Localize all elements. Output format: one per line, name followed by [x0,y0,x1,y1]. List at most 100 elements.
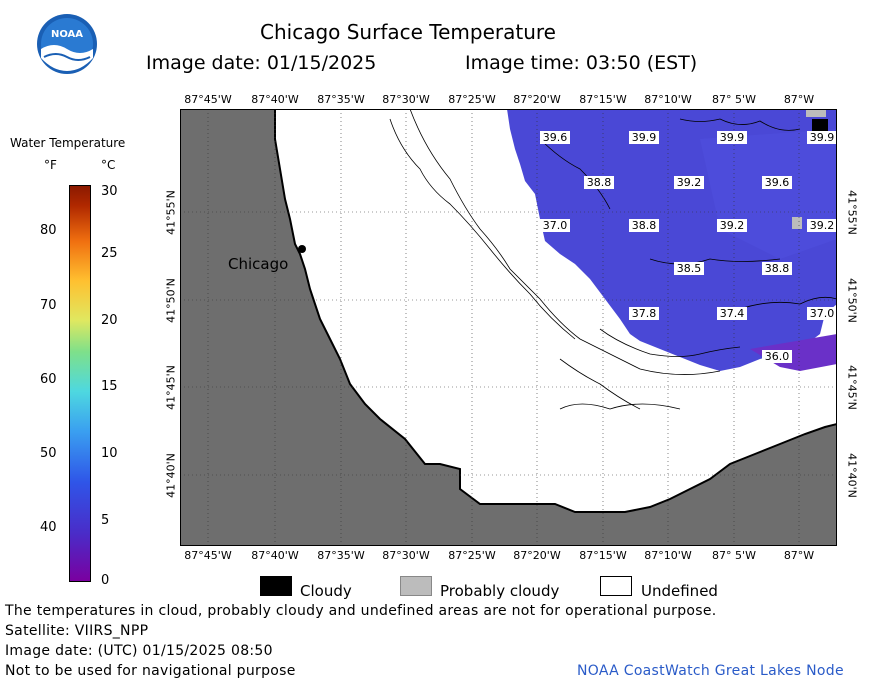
cloudy-swatch [260,576,292,596]
fahrenheit-tick-label: 40 [40,520,57,535]
latitude-label: 41°55'N [164,190,178,235]
latitude-label: 41°45'N [845,365,859,410]
temperature-value: 39.9 [632,131,657,144]
temperature-value: 39.2 [677,176,702,189]
noaa-logo-text: NOAA [51,29,83,40]
probably-cloudy-label: Probably cloudy [440,582,560,600]
temperature-value: 39.2 [720,219,745,232]
undefined-swatch [600,576,632,596]
fahrenheit-tick-label: 70 [40,298,57,313]
longitude-label: 87°25'W [448,549,496,562]
celsius-tick-label: 20 [101,313,118,328]
temperature-label: 38.8 [584,176,614,189]
temperature-value: 37.8 [632,307,657,320]
image-time: Image time: 03:50 (EST) [465,52,698,74]
celsius-tick-label: 10 [101,446,118,461]
temperature-value: 39.6 [765,176,790,189]
temperature-value: 37.4 [720,307,745,320]
temperature-label: 39.9 [807,131,837,144]
temperature-label: 37.0 [807,307,837,320]
temperature-value: 38.8 [587,176,612,189]
longitude-label: 87°W [783,93,815,106]
longitude-label: 87°35'W [317,549,365,562]
fahrenheit-tick-label: 50 [40,446,57,461]
cloudy-label: Cloudy [300,582,352,600]
temperature-label: 39.6 [762,176,792,189]
probably-cloudy-patch-2 [792,217,802,229]
longitude-label: 87°15'W [579,93,627,106]
longitude-label: 87°30'W [382,549,430,562]
latitude-label: 41°40'N [845,453,859,498]
utc-date-text: Image date: (UTC) 01/15/2025 08:50 [5,643,273,659]
disclaimer-text: The temperatures in cloud, probably clou… [5,603,717,619]
legend-unit-c: °C [101,158,116,172]
temperature-label: 36.0 [762,350,792,363]
map-frame [180,109,837,546]
noaa-logo: NOAA [36,13,98,75]
page-title: Chicago Surface Temperature [260,20,556,44]
temperature-label: 38.5 [674,262,704,275]
temperature-label: 39.2 [717,219,747,232]
temperature-value: 38.8 [765,262,790,275]
latitude-label: 41°40'N [164,453,178,498]
temperature-label: 39.9 [717,131,747,144]
longitude-label: 87° 5'W [712,549,756,562]
temperature-value: 38.8 [632,219,657,232]
temperature-value: 38.5 [677,262,702,275]
longitude-label: 87°45'W [184,549,232,562]
longitude-label: 87°30'W [382,93,430,106]
longitude-label: 87°20'W [513,549,561,562]
chicago-label: Chicago [228,255,288,273]
longitude-label: 87°W [783,549,815,562]
legend-unit-f: °F [44,158,57,172]
probably-cloudy-swatch [400,576,432,596]
graticule [180,109,837,546]
temperature-label: 39.2 [807,219,837,232]
fahrenheit-tick-label: 80 [40,223,57,238]
longitude-label: 87°10'W [644,549,692,562]
longitude-label: 87°40'W [251,549,299,562]
image-date: Image date: 01/15/2025 [146,52,377,74]
temperature-value: 39.9 [810,131,835,144]
celsius-tick-label: 15 [101,379,118,394]
temperature-label: 37.4 [717,307,747,320]
temperature-value: 36.0 [765,350,790,363]
celsius-tick-label: 25 [101,246,118,261]
temperature-label: 38.8 [629,219,659,232]
celsius-tick-label: 5 [101,513,110,528]
land-area [180,109,837,546]
temperature-value: 39.2 [810,219,835,232]
temperature-label: 39.6 [540,131,570,144]
credit-text: NOAA CoastWatch Great Lakes Node [577,663,844,679]
longitude-label: 87°15'W [579,549,627,562]
longitude-label: 87°45'W [184,93,232,106]
temperature-label: 38.8 [762,262,792,275]
chicago-marker [298,245,306,253]
temperature-label: 39.9 [629,131,659,144]
longitude-label: 87°25'W [448,93,496,106]
temperature-label: 37.8 [629,307,659,320]
longitude-label: 87°40'W [251,93,299,106]
temperature-label: 37.0 [540,219,570,232]
longitude-label: 87°20'W [513,93,561,106]
sst-map: Chicago 39.6 39.9 39.9 39.9 38.8 39.2 39.6 37.0… [180,109,837,546]
longitude-label: 87°10'W [644,93,692,106]
legend-title: Water Temperature [10,136,126,150]
undefined-label: Undefined [641,582,718,600]
longitude-label: 87° 5'W [712,93,756,106]
temperature-value: 37.0 [543,219,568,232]
latitude-label: 41°50'N [164,278,178,323]
navigation-warning: Not to be used for navigational purpose [5,663,296,679]
longitude-label: 87°35'W [317,93,365,106]
temperature-value: 37.0 [810,307,835,320]
probably-cloudy-patch [806,109,826,117]
celsius-tick-label: 30 [101,184,118,199]
latitude-label: 41°45'N [164,365,178,410]
color-scale-bar [69,185,91,582]
temperature-labels: 39.6 39.9 39.9 39.9 38.8 39.2 39.6 37.0 38.8 39.2… [540,131,837,363]
satellite-text: Satellite: VIIRS_NPP [5,623,149,639]
latitude-label: 41°50'N [845,278,859,323]
celsius-tick-label: 0 [101,573,110,588]
temperature-label: 39.2 [674,176,704,189]
temperature-value: 39.6 [543,131,568,144]
